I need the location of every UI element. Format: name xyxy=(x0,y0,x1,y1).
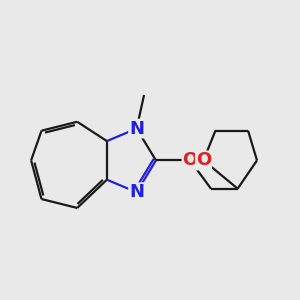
Text: N: N xyxy=(129,120,144,138)
Text: O: O xyxy=(196,152,211,169)
Text: O: O xyxy=(182,152,198,169)
Text: N: N xyxy=(129,183,144,201)
